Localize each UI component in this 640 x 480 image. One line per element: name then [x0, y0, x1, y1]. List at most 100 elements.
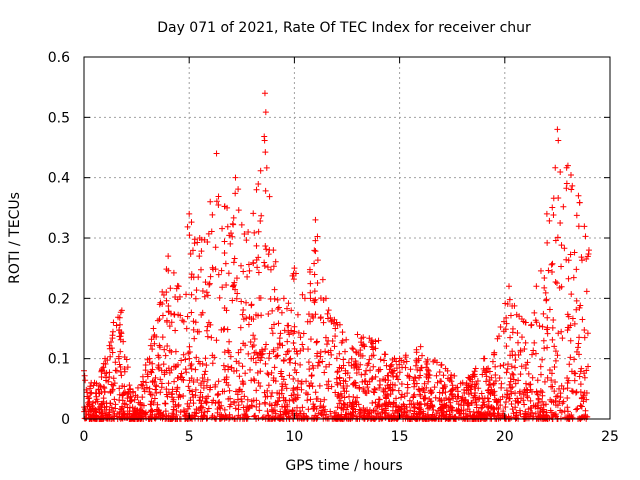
data-point [558, 409, 565, 416]
data-point [548, 261, 555, 268]
data-point [175, 401, 182, 408]
data-point [161, 400, 168, 407]
data-point [284, 338, 291, 345]
data-point [97, 403, 104, 410]
data-point [581, 374, 588, 381]
data-point [361, 343, 368, 350]
data-point [207, 273, 214, 280]
data-point [534, 377, 541, 384]
data-point [274, 401, 281, 408]
data-point [350, 393, 357, 400]
data-point [314, 362, 321, 369]
data-point [580, 394, 587, 401]
data-point [238, 398, 245, 405]
data-point [226, 338, 233, 345]
data-point [540, 406, 547, 413]
data-point [190, 378, 197, 385]
data-point [139, 394, 146, 401]
data-point [528, 321, 535, 328]
data-point [463, 384, 470, 391]
data-point [436, 389, 443, 396]
data-point [567, 337, 574, 344]
data-point [242, 370, 249, 377]
data-point [170, 403, 177, 410]
data-point [422, 394, 429, 401]
y-tick-label: 0.2 [48, 291, 70, 307]
data-point [565, 275, 572, 282]
data-point [270, 348, 277, 355]
data-point [319, 276, 326, 283]
data-point [411, 404, 418, 411]
data-point [578, 254, 585, 261]
data-point [433, 372, 440, 379]
data-point [212, 381, 219, 388]
data-point [89, 405, 96, 412]
data-point [386, 366, 393, 373]
data-point [539, 323, 546, 330]
data-point [311, 288, 318, 295]
data-point [85, 411, 92, 418]
data-point [439, 401, 446, 408]
data-point [235, 186, 242, 193]
data-point [151, 378, 158, 385]
data-point [471, 392, 478, 399]
data-point [446, 415, 453, 422]
data-point [544, 374, 551, 381]
data-point [342, 378, 349, 385]
data-point [204, 323, 211, 330]
data-point [338, 405, 345, 412]
data-point [169, 410, 176, 417]
data-point [266, 350, 273, 357]
data-point [162, 400, 169, 407]
data-point [572, 370, 579, 377]
data-point [560, 203, 567, 210]
data-point [229, 282, 236, 289]
data-point [536, 323, 543, 330]
data-point [429, 401, 436, 408]
data-point [106, 345, 113, 352]
data-point [230, 368, 237, 375]
data-point [554, 392, 561, 399]
data-point [305, 406, 312, 413]
data-point [290, 385, 297, 392]
data-point [186, 232, 193, 239]
data-point [512, 356, 519, 363]
data-point [221, 406, 228, 413]
data-point [294, 394, 301, 401]
data-point [245, 321, 252, 328]
data-point [156, 316, 163, 323]
data-point [506, 395, 513, 402]
data-point [447, 374, 454, 381]
data-point [377, 356, 384, 363]
data-point [364, 381, 371, 388]
data-point [517, 411, 524, 418]
data-point [264, 408, 271, 415]
data-point [227, 353, 234, 360]
data-point [430, 406, 437, 413]
data-point [556, 385, 563, 392]
x-axis-title: GPS time / hours [285, 458, 402, 474]
data-point [278, 309, 285, 316]
data-point [431, 384, 438, 391]
peak-point [224, 204, 231, 211]
data-point [301, 414, 308, 421]
data-point [198, 380, 205, 387]
data-point [110, 375, 117, 382]
peak-point [91, 379, 98, 386]
data-point [159, 412, 166, 419]
data-point [297, 347, 304, 354]
data-point [445, 396, 452, 403]
data-point [199, 309, 206, 316]
peak-point [554, 126, 561, 133]
x-tick-label: 0 [80, 429, 89, 445]
data-point [142, 379, 149, 386]
data-point [297, 408, 304, 415]
data-point [549, 336, 556, 343]
data-point [135, 399, 142, 406]
data-point [263, 246, 270, 253]
data-point [336, 374, 343, 381]
data-point [376, 396, 383, 403]
data-point [444, 367, 451, 374]
data-point [139, 382, 146, 389]
data-point [90, 412, 97, 419]
